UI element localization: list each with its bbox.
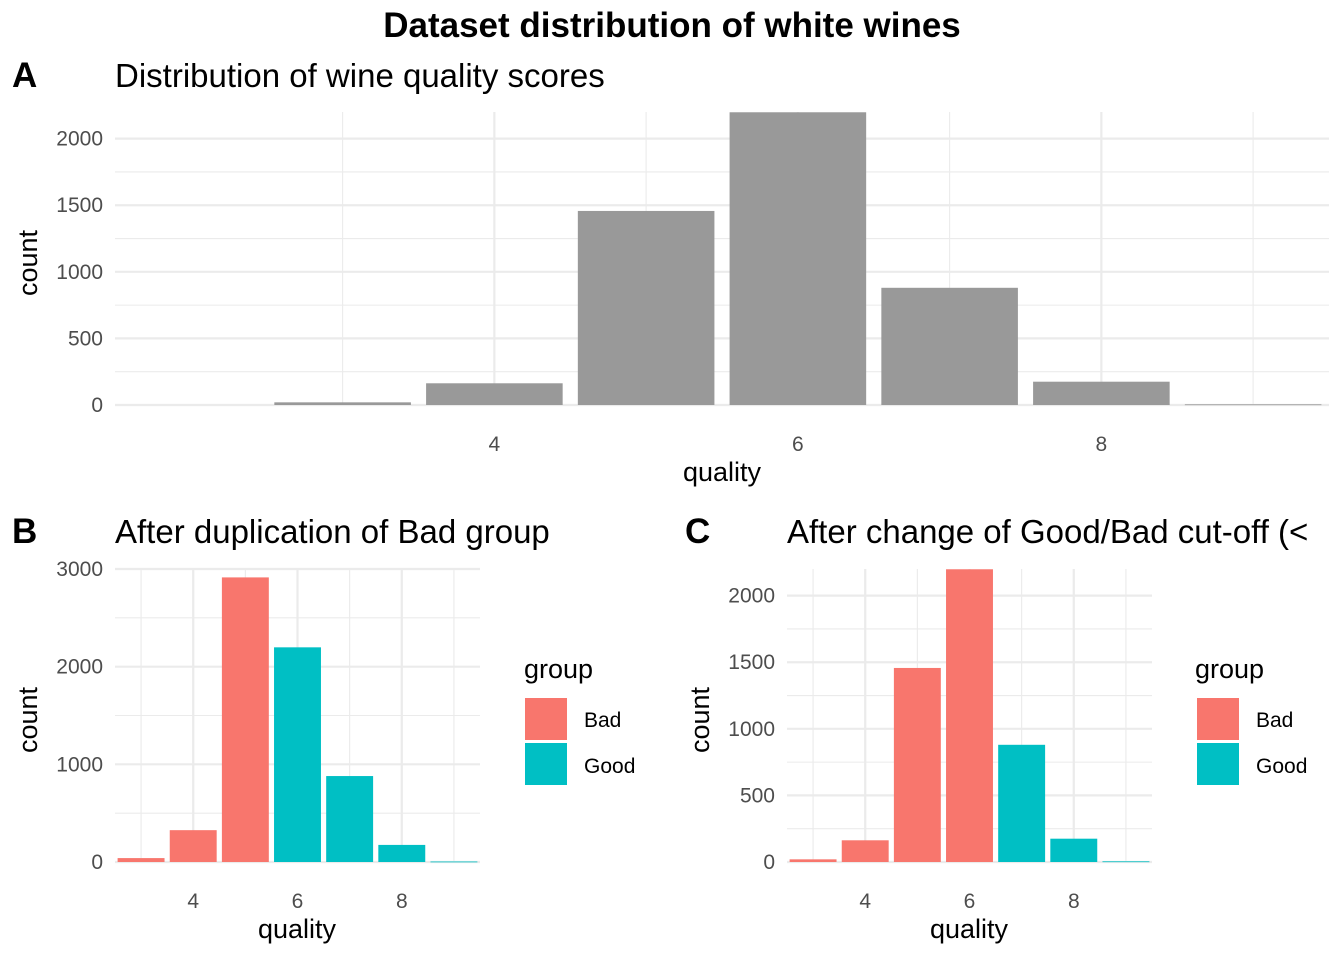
panel-title: After duplication of Bad group — [115, 513, 550, 550]
y-axis-title: count — [13, 229, 43, 296]
y-tick-label: 2000 — [728, 585, 775, 608]
bar — [169, 830, 217, 862]
bar — [946, 569, 993, 862]
bar — [893, 667, 941, 862]
legend: group Bad Good — [524, 654, 635, 785]
y-axis-title: count — [13, 686, 43, 753]
legend-label-bad: Bad — [1256, 709, 1293, 732]
y-tick-label: 1500 — [56, 194, 103, 217]
legend-title: group — [524, 654, 593, 684]
x-tick-label: 8 — [1068, 890, 1080, 913]
legend-label-good: Good — [1256, 755, 1307, 778]
y-tick-label: 2000 — [56, 128, 103, 151]
bar — [426, 383, 563, 405]
y-tick-label: 2000 — [56, 656, 103, 679]
figure-title: Dataset distribution of white wines — [383, 6, 961, 45]
plot-area: 0 500 1000 1500 2000 4 6 8 — [728, 569, 1152, 913]
x-axis-title: quality — [683, 457, 762, 487]
bar — [1050, 838, 1098, 862]
y-tick-label: 1000 — [56, 261, 103, 284]
legend-key-good — [1197, 743, 1239, 785]
bar — [577, 210, 715, 405]
x-axis-title: quality — [930, 914, 1009, 944]
legend-key-good — [525, 743, 567, 785]
y-tick-label: 0 — [91, 851, 103, 874]
legend: group Bad Good — [1195, 654, 1307, 785]
x-tick-label: 6 — [792, 433, 804, 456]
panel-a: A Distribution of wine quality scores 0 5… — [12, 56, 1329, 487]
bar — [881, 287, 1018, 405]
plot-area: 0 500 1000 1500 2000 4 6 8 — [56, 112, 1329, 456]
x-tick-label: 4 — [187, 890, 199, 913]
bar — [274, 647, 321, 862]
bar — [729, 112, 867, 406]
x-tick-label: 6 — [292, 890, 304, 913]
plot-area: 0 1000 2000 3000 4 6 8 — [56, 558, 480, 913]
bar — [841, 840, 889, 862]
bar — [221, 577, 269, 862]
panel-c: C After change of Good/Bad cut-off (< 0 5… — [685, 512, 1308, 944]
bar — [1102, 861, 1150, 863]
legend-key-bad — [525, 698, 567, 740]
x-tick-label: 8 — [396, 890, 408, 913]
panel-tag: B — [12, 512, 37, 551]
panel-tag: C — [685, 512, 710, 551]
legend-title: group — [1195, 654, 1264, 684]
legend-key-bad — [1197, 698, 1239, 740]
y-tick-label: 1000 — [728, 718, 775, 741]
y-tick-label: 0 — [91, 394, 103, 417]
bar — [998, 744, 1046, 862]
panel-title: After change of Good/Bad cut-off (< — [787, 513, 1308, 550]
bar — [326, 776, 374, 862]
x-tick-label: 6 — [964, 890, 976, 913]
bar — [789, 859, 837, 862]
y-axis-title: count — [685, 686, 715, 753]
y-tick-label: 3000 — [56, 558, 103, 581]
x-tick-label: 4 — [489, 433, 501, 456]
bar — [1184, 404, 1322, 406]
bar — [430, 861, 478, 863]
x-axis-title: quality — [258, 914, 337, 944]
x-tick-label: 8 — [1096, 433, 1108, 456]
legend-label-good: Good — [584, 755, 635, 778]
y-tick-label: 1000 — [56, 753, 103, 776]
y-tick-label: 0 — [763, 851, 775, 874]
y-tick-label: 1500 — [728, 651, 775, 674]
bar — [117, 858, 165, 862]
legend-label-bad: Bad — [584, 709, 621, 732]
bar — [378, 844, 426, 862]
bar — [274, 402, 411, 405]
y-tick-label: 500 — [740, 784, 775, 807]
panel-b: B After duplication of Bad group 0 1000 20… — [12, 512, 635, 944]
x-tick-label: 4 — [859, 890, 871, 913]
y-tick-label: 500 — [68, 327, 103, 350]
panel-title: Distribution of wine quality scores — [115, 57, 605, 94]
bar — [1033, 381, 1170, 405]
panel-tag: A — [12, 56, 37, 95]
